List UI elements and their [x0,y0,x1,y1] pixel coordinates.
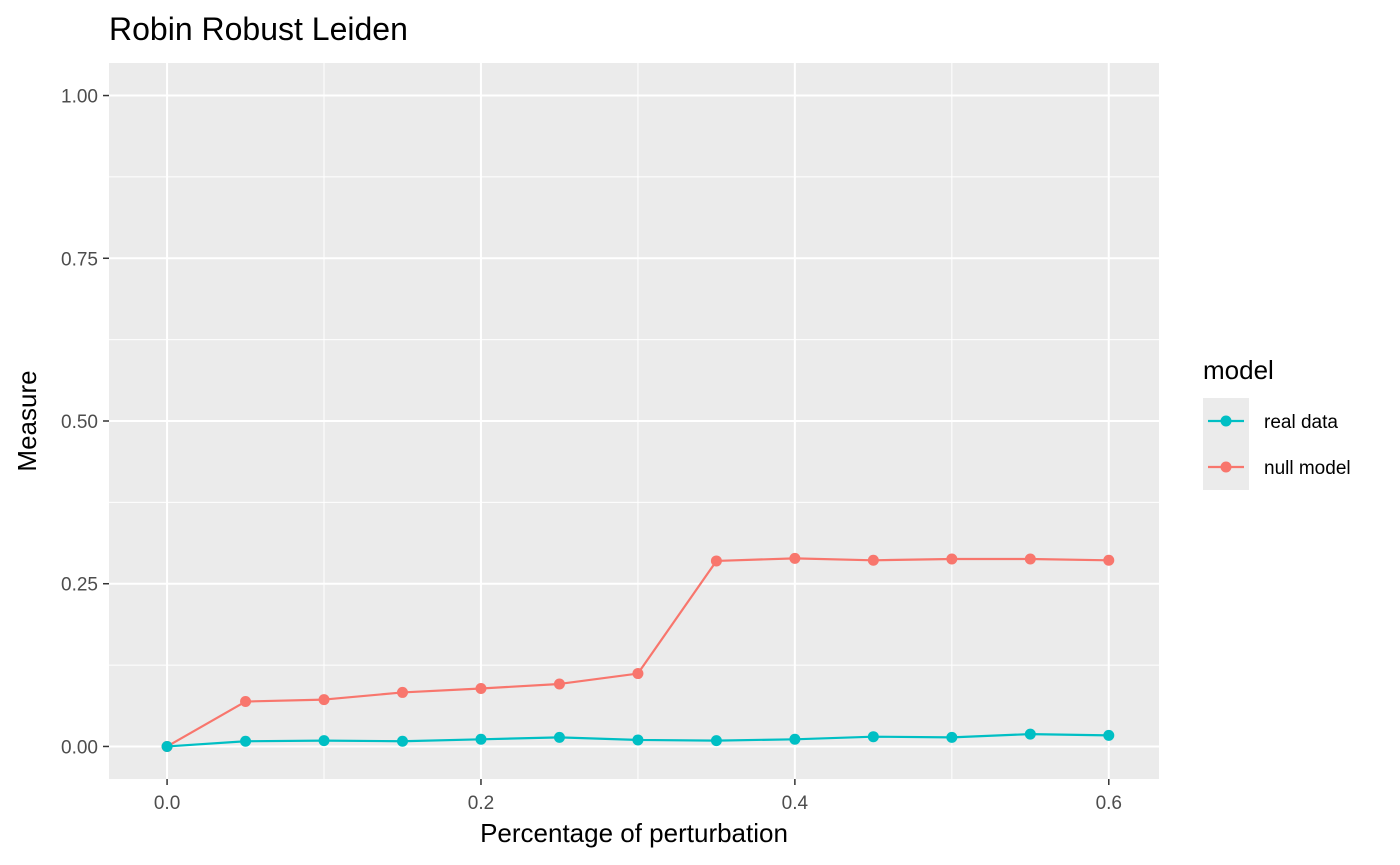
data-point-null-model [789,552,801,564]
legend-item-null-model: null model [1203,444,1351,490]
grid-major [109,63,1159,779]
data-point-null-model [867,554,879,566]
y-tick-label: 0.00 [61,737,98,758]
legend-keys: real data null model [1203,398,1351,490]
data-point-real-data [240,735,252,747]
data-point-null-model [1103,554,1115,566]
data-point-null-model [318,694,330,706]
data-point-null-model [553,678,565,690]
legend: model real data null model [1203,355,1351,490]
x-tick-label: 0.6 [1096,793,1122,814]
y-axis-title: Measure [12,370,42,471]
y-tick-label: 0.25 [61,575,98,596]
data-point-real-data [318,735,330,747]
data-point-real-data [161,740,173,752]
data-point-real-data [475,733,487,745]
legend-title: model [1203,355,1274,385]
x-tick-label: 0.2 [468,793,494,814]
x-axis-title: Percentage of perturbation [480,818,788,848]
data-point-real-data [396,735,408,747]
data-point-real-data [867,731,879,743]
data-point-null-model [1024,553,1036,565]
legend-label: real data [1264,412,1338,433]
data-point-null-model [396,686,408,698]
data-point-null-model [632,668,644,680]
y-tick-label: 0.50 [61,412,98,433]
data-point-real-data [710,735,722,747]
series-layer [161,552,1115,752]
data-point-real-data [946,731,958,743]
data-point-null-model [475,683,487,695]
axis-ticks [103,94,1110,785]
y-tick-label: 0.75 [61,249,98,270]
data-point-null-model [946,553,958,565]
data-point-real-data [553,731,565,743]
legend-label: null model [1264,458,1351,479]
series-real-data [161,728,1115,752]
data-point-real-data [1024,728,1036,740]
x-tick-label: 0.0 [154,793,180,814]
data-point-null-model [710,555,722,567]
legend-item-real-data: real data [1203,398,1338,444]
legend-key-point [1220,415,1232,427]
y-tick-label: 1.00 [61,87,98,108]
y-tick-labels: 0.00 0.25 0.50 0.75 1.00 [61,87,98,759]
x-tick-label: 0.4 [782,793,809,814]
legend-key-point [1220,461,1232,473]
data-point-real-data [789,733,801,745]
data-point-real-data [632,734,644,746]
data-point-null-model [240,696,252,708]
x-tick-labels: 0.0 0.2 0.4 0.6 [154,793,1122,814]
data-point-real-data [1103,729,1115,741]
chart-title: Robin Robust Leiden [109,11,408,47]
